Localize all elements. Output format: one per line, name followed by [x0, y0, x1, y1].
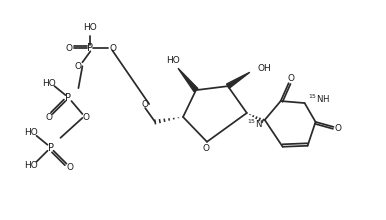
Text: O: O — [75, 62, 82, 71]
Text: O: O — [45, 114, 52, 123]
Text: O: O — [335, 124, 342, 133]
Text: $^{15}$N: $^{15}$N — [247, 118, 263, 130]
Text: OH: OH — [258, 64, 271, 73]
Polygon shape — [227, 72, 250, 88]
Text: HO: HO — [24, 128, 37, 137]
Text: HO: HO — [42, 79, 56, 88]
Text: P: P — [87, 43, 93, 53]
Text: O: O — [66, 44, 73, 53]
Text: HO: HO — [166, 56, 180, 65]
Text: P: P — [66, 93, 71, 103]
Text: HO: HO — [24, 161, 37, 170]
Text: O: O — [110, 44, 117, 53]
Text: O: O — [202, 144, 210, 153]
Text: P: P — [47, 143, 54, 153]
Text: O: O — [287, 74, 294, 83]
Text: O: O — [67, 163, 74, 172]
Text: $^{15}$NH: $^{15}$NH — [308, 93, 329, 105]
Text: O: O — [142, 99, 149, 108]
Polygon shape — [178, 68, 198, 92]
Text: O: O — [83, 114, 90, 123]
Text: HO: HO — [83, 24, 97, 33]
